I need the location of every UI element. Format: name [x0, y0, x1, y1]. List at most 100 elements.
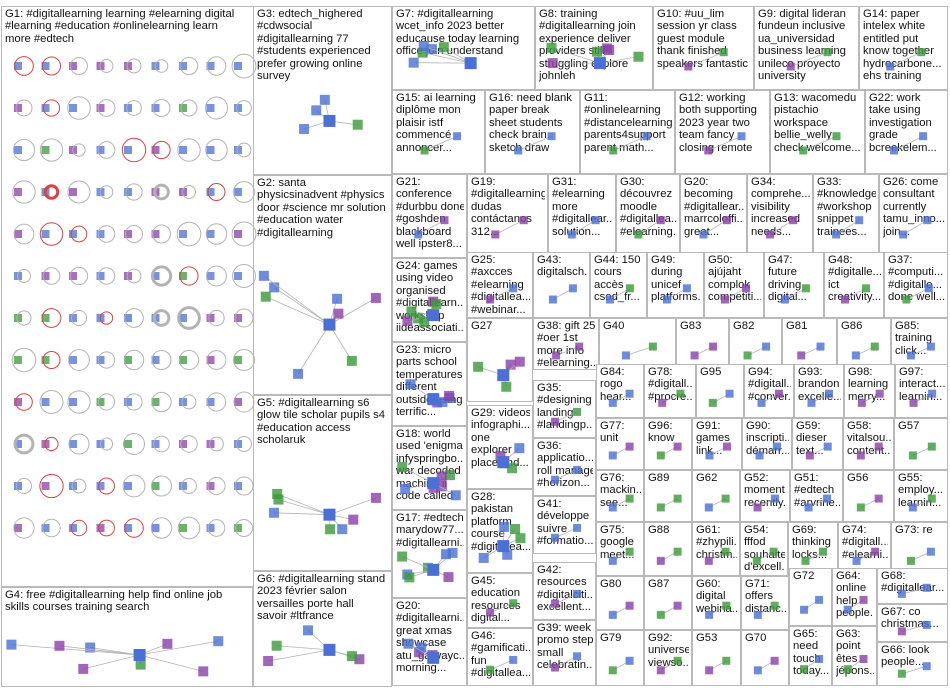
graph-node — [547, 132, 556, 141]
group-label-g73: G73: re — [895, 524, 933, 536]
graph-node — [769, 547, 778, 556]
group-box-g7: G7: #digitallearning wcet_info 2023 bett… — [392, 6, 535, 90]
graph-node — [69, 104, 77, 112]
group-box-g6: G6: #digitallearning stand 2023 février … — [253, 571, 392, 687]
self-loop — [97, 351, 116, 369]
graph-node — [346, 651, 357, 662]
graph-node — [124, 482, 132, 490]
graph-edge — [803, 135, 837, 151]
graph-node — [862, 284, 870, 293]
self-loop — [69, 266, 89, 286]
graph-node — [440, 216, 449, 225]
graph-edge — [329, 297, 377, 325]
graph-node — [705, 666, 714, 675]
graph-node — [151, 272, 160, 280]
group-box-g49: G49: during unicef platforms... — [647, 252, 704, 318]
group-label-g40: G40 — [603, 320, 625, 332]
graph-node — [206, 356, 215, 364]
graph-node — [770, 601, 779, 610]
graph-node — [206, 482, 215, 490]
group-box-g12: G12: working both supporting 2023 year t… — [675, 90, 770, 174]
self-loop — [70, 309, 88, 327]
self-loop — [205, 138, 228, 162]
graph-node — [546, 42, 557, 53]
group-label-g2: G2: santa physicsinadvent #physics door … — [257, 177, 386, 239]
graph-node — [416, 642, 427, 653]
graph-node — [41, 230, 50, 238]
self-loop — [176, 221, 202, 247]
graph-node — [206, 104, 215, 112]
graph-node — [514, 443, 525, 454]
graph-node — [924, 284, 933, 293]
graph-node — [662, 295, 671, 304]
graph-hub-node — [323, 114, 336, 127]
self-loop — [153, 183, 170, 201]
graph-node — [699, 230, 708, 239]
group-box-g66: G66: look people... — [877, 642, 948, 686]
graph-node — [14, 356, 22, 364]
graph-node — [269, 282, 280, 293]
group-label-g4: G4: free #digitallearning help find onli… — [5, 589, 223, 614]
self-loop — [206, 56, 227, 76]
graph-node — [832, 230, 841, 239]
self-loop — [235, 519, 253, 537]
group-label-g76: G76: mackin... see... — [600, 472, 641, 509]
graph-hub-node — [497, 456, 510, 469]
group-label-g89: G89 — [648, 472, 670, 484]
graph-node — [851, 351, 860, 360]
group-box-g51: G51: #edtech #arvrine... — [790, 470, 843, 522]
graph-node — [420, 146, 429, 155]
group-label-g27: G27 — [471, 320, 493, 332]
graph-node — [509, 599, 518, 608]
graph-node — [14, 62, 22, 70]
self-loop — [16, 310, 32, 326]
graph-node — [14, 482, 22, 490]
group-label-g13: G13: wacomedu pistachio workspace bellie… — [774, 92, 861, 154]
graph-node — [14, 230, 22, 238]
group-label-g17: G17: #edtech marydow77... #digitallearni… — [396, 512, 464, 549]
graph-node — [96, 356, 105, 364]
graph-node — [807, 398, 816, 407]
group-box-g95: G95 — [696, 364, 744, 418]
self-loop — [177, 306, 201, 330]
group-label-g19: G19: #digitallearning dudas contáctanos … — [471, 176, 545, 238]
graph-edge — [273, 287, 330, 325]
group-label-g43: G43: digitalsch... — [537, 254, 587, 279]
graph-hub-node — [427, 563, 440, 576]
group-box-g56: G56 — [843, 470, 894, 522]
self-loop — [98, 477, 115, 495]
graph-node — [843, 605, 852, 614]
graph-node — [69, 482, 77, 490]
group-label-g12: G12: working both supporting 2023 year t… — [679, 92, 757, 154]
graph-node — [397, 461, 408, 472]
group-box-g97: G97: interact... learnin... — [895, 364, 948, 418]
graph-node — [179, 62, 187, 70]
self-loop — [177, 516, 201, 540]
graph-node — [501, 381, 512, 392]
graph-node — [151, 482, 160, 490]
graph-node — [625, 494, 634, 503]
self-loop — [98, 519, 115, 537]
graph-edge — [688, 51, 724, 67]
group-label-g96: G96: know — [648, 420, 675, 445]
group-box-g23: G23: micro parts school temperatures dif… — [392, 342, 467, 426]
group-label-g85: G85: training click... — [895, 320, 933, 357]
group-label-g65: G65: need touch today... — [793, 628, 829, 678]
self-loop — [152, 140, 171, 160]
graph-node — [124, 146, 132, 154]
graph-node — [179, 482, 187, 490]
self-loop — [153, 435, 170, 453]
graph-node — [406, 306, 417, 317]
graph-node — [258, 270, 269, 281]
graph-node — [486, 665, 495, 674]
graph-node — [855, 216, 864, 225]
graph-node — [69, 188, 77, 196]
graph-node — [804, 503, 813, 512]
group-box-g44: G44: 150 cours accès csod_fr... — [590, 252, 647, 318]
graph-node — [897, 589, 906, 598]
graph-node — [352, 119, 363, 130]
graph-edge — [790, 51, 828, 67]
self-loop — [152, 224, 171, 244]
graph-node — [805, 451, 814, 460]
self-loop — [125, 183, 143, 201]
